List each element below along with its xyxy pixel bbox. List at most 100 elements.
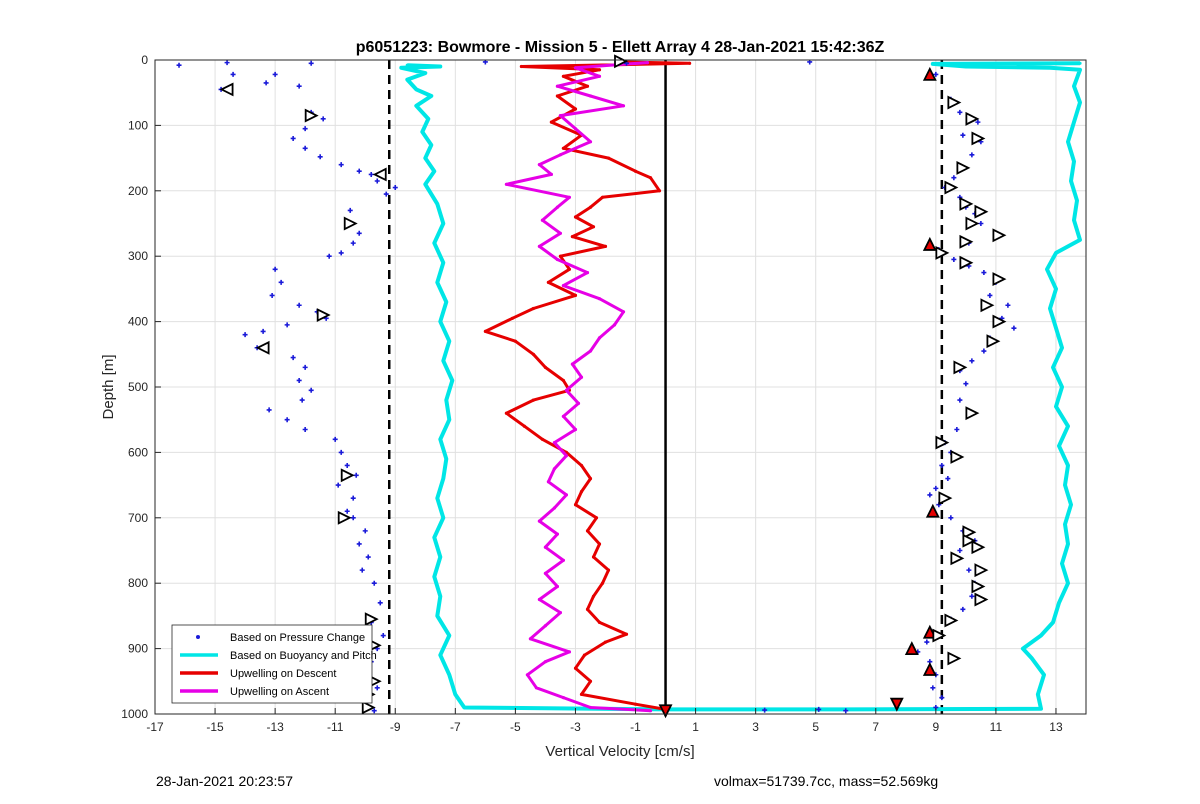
direction-marker — [974, 204, 989, 219]
data-point — [1066, 424, 1070, 428]
data-point — [931, 62, 935, 66]
data-point — [1066, 542, 1070, 546]
data-point — [561, 558, 566, 562]
data-point — [344, 462, 350, 468]
axis-ticks: -17 -15 -13 -11 -9 -7 -5 -3 -1 1 3 5 7 9 11 13010020030… — [121, 53, 1063, 734]
data-point — [597, 620, 602, 625]
data-point — [558, 611, 563, 615]
data-point — [438, 555, 442, 559]
data-point — [371, 708, 377, 714]
data-point — [299, 397, 305, 403]
data-point — [1057, 601, 1061, 605]
data-point — [525, 673, 530, 677]
data-point — [338, 250, 344, 256]
data-point — [441, 516, 445, 520]
data-point — [549, 172, 554, 176]
direction-marker — [904, 641, 919, 655]
data-point — [555, 94, 560, 98]
data-point — [588, 349, 593, 353]
direction-marker — [944, 180, 959, 195]
data-point — [564, 388, 569, 392]
data-point — [555, 205, 560, 209]
direction-marker — [959, 196, 974, 211]
data-point — [597, 542, 602, 546]
data-point — [570, 235, 575, 239]
data-point — [429, 143, 433, 147]
data-point — [350, 495, 356, 501]
data-point — [561, 146, 566, 150]
data-point — [441, 359, 445, 363]
data-point — [1078, 61, 1082, 65]
data-point — [546, 480, 551, 484]
data-point — [567, 267, 572, 271]
direction-marker — [953, 360, 968, 375]
data-point — [537, 244, 542, 248]
data-point — [939, 695, 945, 701]
data-point — [266, 407, 272, 413]
data-point — [432, 169, 436, 173]
x-tick-label: 3 — [752, 720, 759, 734]
data-point — [284, 322, 290, 328]
data-point — [585, 529, 590, 533]
direction-marker — [956, 160, 971, 175]
data-point — [585, 84, 590, 88]
data-point — [951, 256, 957, 262]
direction-marker — [922, 662, 937, 676]
data-point — [263, 80, 269, 86]
data-point — [573, 427, 578, 432]
data-point — [302, 145, 308, 151]
data-point — [392, 185, 398, 191]
direction-marker — [361, 700, 376, 715]
data-point — [588, 140, 593, 144]
data-point — [296, 377, 302, 383]
direction-marker — [922, 236, 937, 251]
data-point — [441, 261, 445, 265]
data-point — [843, 708, 849, 714]
y-tick-label: 300 — [128, 249, 148, 263]
data-point — [558, 153, 563, 157]
data-point — [537, 597, 542, 602]
data-point — [945, 476, 951, 482]
data-point — [927, 492, 933, 498]
data-point — [540, 218, 545, 222]
y-tick-label: 500 — [128, 380, 148, 394]
data-point — [624, 632, 629, 636]
direction-marker — [935, 435, 950, 450]
data-point — [1048, 66, 1052, 70]
data-point — [573, 66, 578, 70]
x-tick-label: -7 — [450, 720, 461, 734]
data-point — [924, 639, 930, 645]
data-point — [657, 189, 662, 193]
data-point — [621, 104, 626, 108]
direction-marker — [971, 131, 986, 146]
data-point — [552, 506, 557, 510]
data-point — [561, 414, 566, 418]
data-point — [362, 528, 368, 534]
data-point — [1066, 463, 1070, 468]
data-point — [645, 61, 650, 65]
data-point — [597, 297, 602, 301]
data-point — [1066, 140, 1070, 144]
chart-title: p6051223: Bowmore - Mission 5 - Ellett A… — [356, 39, 885, 56]
data-point — [432, 241, 436, 245]
data-point — [570, 362, 575, 366]
data-point — [546, 280, 551, 284]
data-point — [957, 548, 963, 553]
data-point — [561, 696, 566, 700]
direction-marker — [340, 468, 355, 483]
direction-marker — [343, 216, 358, 231]
data-point — [444, 398, 448, 402]
data-point — [1078, 100, 1082, 105]
data-point — [579, 692, 584, 697]
data-point — [1060, 562, 1064, 566]
data-point — [1036, 692, 1040, 697]
direction-marker — [372, 167, 387, 182]
direction-marker — [658, 704, 673, 719]
data-point — [549, 120, 554, 124]
data-point — [1072, 159, 1076, 163]
direction-marker — [614, 54, 629, 69]
data-point — [567, 650, 572, 654]
data-point — [1066, 581, 1070, 585]
data-point — [302, 364, 308, 370]
data-point — [429, 94, 433, 98]
